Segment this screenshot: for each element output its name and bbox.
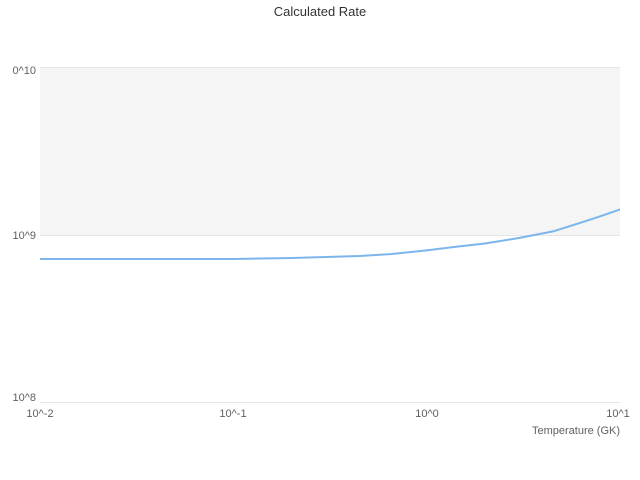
gridline-1e8 (40, 402, 620, 403)
x-axis-title: Temperature (GK) (531, 425, 620, 437)
rate-line (40, 208, 620, 260)
y-tick-label-1e10: 0^10 (12, 65, 36, 77)
x-tick-label-1e-1: 10^-1 (219, 408, 247, 420)
chart-title: Calculated Rate (273, 4, 367, 19)
rate-line-svg (40, 208, 620, 260)
x-tick-label-1e0: 10^0 (415, 408, 439, 420)
x-tick-label-1e1: 10^1 (606, 408, 630, 420)
y-tick-label-1e9: 10^9 (12, 230, 36, 242)
y-tick-label-1e8: 10^8 (12, 392, 36, 404)
gridline-1e9 (40, 235, 620, 236)
alternate-decade-band (40, 67, 620, 235)
plot-area (40, 67, 620, 403)
x-tick-label-1e-2: 10^-2 (26, 408, 54, 420)
gridline-1e10 (40, 67, 620, 68)
